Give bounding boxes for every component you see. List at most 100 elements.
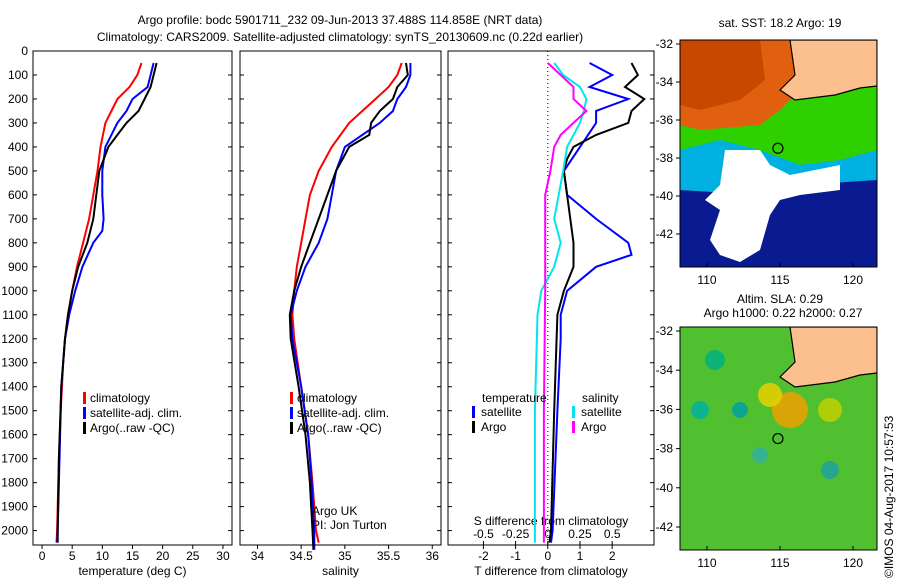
lon-tick-label: 110 xyxy=(697,556,716,570)
lat-tick-label: -36 xyxy=(656,113,674,127)
x-tick-label: 30 xyxy=(216,549,230,563)
legend-swatch xyxy=(83,422,86,434)
x-tick-label: 34.5 xyxy=(289,549,313,563)
lat-tick-label: -38 xyxy=(656,151,674,165)
land-australia xyxy=(779,40,877,101)
y-tick-label: 300 xyxy=(8,116,28,130)
annotation-text: PI: Jon Turton xyxy=(312,518,387,532)
legend-swatch xyxy=(290,392,293,404)
y-tick-label: 1100 xyxy=(2,308,28,322)
series-line-argo-raw-qc- xyxy=(56,62,158,543)
y-tick-label: 1800 xyxy=(1,476,28,490)
argo-location-marker xyxy=(772,432,784,445)
x2-tick-label: 0.5 xyxy=(604,527,621,541)
legend-label: climatology xyxy=(297,391,357,405)
plot-frame xyxy=(239,50,442,546)
y-tick-label: 600 xyxy=(8,188,28,202)
title-line1: Argo profile: bodc 5901711_232 09-Jun-20… xyxy=(138,13,543,27)
map-panel-2: -32 -34 -36 -38 -40 -42 110 115 120 xyxy=(656,324,878,570)
x-tick-label: 25 xyxy=(186,549,200,563)
plot-frame xyxy=(32,50,233,546)
x-axis-label: temperature (deg C) xyxy=(78,564,186,578)
profile-panel-3: -2 -1 0 1 2T difference from climatology -0.5… xyxy=(447,50,655,578)
x-tick-label: 36 xyxy=(426,549,440,563)
y-tick-label: 2000 xyxy=(1,524,28,538)
y-tick-label: 800 xyxy=(8,236,28,250)
legend-label: Argo xyxy=(581,420,607,434)
lat-tick-label: -36 xyxy=(656,402,674,416)
map-field xyxy=(680,327,877,550)
map-frame xyxy=(679,326,878,551)
legend-swatch xyxy=(290,422,293,434)
legend-swatch xyxy=(572,421,575,433)
lat-tick-label: -34 xyxy=(656,363,674,377)
series-line-t-argo xyxy=(548,62,646,543)
plot-frame xyxy=(447,50,655,546)
series-line-s-argo xyxy=(542,62,588,543)
y-tick-label: 1000 xyxy=(1,284,28,298)
x-tick-label: 1 xyxy=(577,549,584,563)
legend-title: temperature xyxy=(482,391,547,405)
legend-label: satellite xyxy=(581,405,622,419)
x-axis-label: T difference from climatology xyxy=(474,564,628,578)
y-tick-label: 700 xyxy=(8,212,28,226)
y-tick-label: 1600 xyxy=(1,428,28,442)
x-tick-label: 10 xyxy=(96,549,110,563)
y-tick-label: 900 xyxy=(8,260,28,274)
map-panel-1: -32 -34 -36 -38 -40 -42 110 115 120 xyxy=(656,37,878,287)
land-australia xyxy=(779,327,877,388)
title-line2: Climatology: CARS2009. Satellite-adjuste… xyxy=(97,30,583,44)
legend-swatch xyxy=(572,406,575,418)
lon-tick-label: 110 xyxy=(697,273,716,287)
x-tick-label: 5 xyxy=(69,549,76,563)
y-tick-label: 400 xyxy=(8,140,28,154)
y-tick-label: 200 xyxy=(8,92,28,106)
lon-tick-label: 115 xyxy=(770,556,789,570)
lat-tick-label: -42 xyxy=(656,520,674,534)
x-axis-label: salinity xyxy=(322,564,359,578)
legend-swatch xyxy=(472,421,475,433)
x2-tick-label: 0 xyxy=(544,527,551,541)
y-tick-label: 1400 xyxy=(1,380,28,394)
legend-title: salinity xyxy=(582,391,619,405)
x2-tick-label: -0.5 xyxy=(473,527,494,541)
annotation-text: Argo UK xyxy=(312,504,357,518)
x-tick-label: 35 xyxy=(338,549,352,563)
x-tick-label: 20 xyxy=(156,549,170,563)
x-tick-label: 15 xyxy=(126,549,140,563)
legend-swatch xyxy=(472,406,475,418)
y-tick-label: 100 xyxy=(8,68,28,82)
legend-swatch xyxy=(83,407,86,419)
legend-label: Argo(..raw -QC) xyxy=(90,421,175,435)
legend-label: climatology xyxy=(90,391,150,405)
lon-tick-label: 115 xyxy=(770,273,789,287)
legend-label: satellite-adj. clim. xyxy=(90,406,182,420)
y-tick-label: 0 xyxy=(21,44,28,58)
sla-map-title-1: Altim. SLA: 0.29 xyxy=(737,292,823,306)
legend-label: satellite-adj. clim. xyxy=(297,406,389,420)
x-tick-label: 0 xyxy=(39,549,46,563)
lat-tick-label: -40 xyxy=(656,481,674,495)
legend-label: satellite xyxy=(481,405,522,419)
lon-tick-label: 120 xyxy=(843,273,863,287)
x2-tick-label: 0.25 xyxy=(568,527,592,541)
profile-panel-2: 34 34.5 35 35.5 36 salinity climatologysatelli… xyxy=(239,50,442,578)
x-tick-label: 2 xyxy=(609,549,616,563)
x-tick-label: 0 xyxy=(544,549,551,563)
lat-tick-label: -38 xyxy=(656,442,674,456)
y-tick-label: 1200 xyxy=(1,332,28,346)
y-tick-label: 1900 xyxy=(1,500,28,514)
legend-swatch xyxy=(290,407,293,419)
legend-swatch xyxy=(83,392,86,404)
lat-tick-label: -42 xyxy=(656,227,674,241)
series-line-satellite-adj-clim- xyxy=(289,63,412,550)
map-frame xyxy=(679,39,878,268)
lat-tick-label: -32 xyxy=(656,324,674,338)
x2-tick-label: -0.25 xyxy=(502,527,530,541)
y-tick-label: 1700 xyxy=(1,452,28,466)
legend-label: Argo(..raw -QC) xyxy=(297,421,382,435)
y-tick-label: 500 xyxy=(8,164,28,178)
series-line-t-satellite xyxy=(550,62,633,543)
credit-text: ©IMOS 04-Aug-2017 10:57:53 xyxy=(882,415,896,578)
